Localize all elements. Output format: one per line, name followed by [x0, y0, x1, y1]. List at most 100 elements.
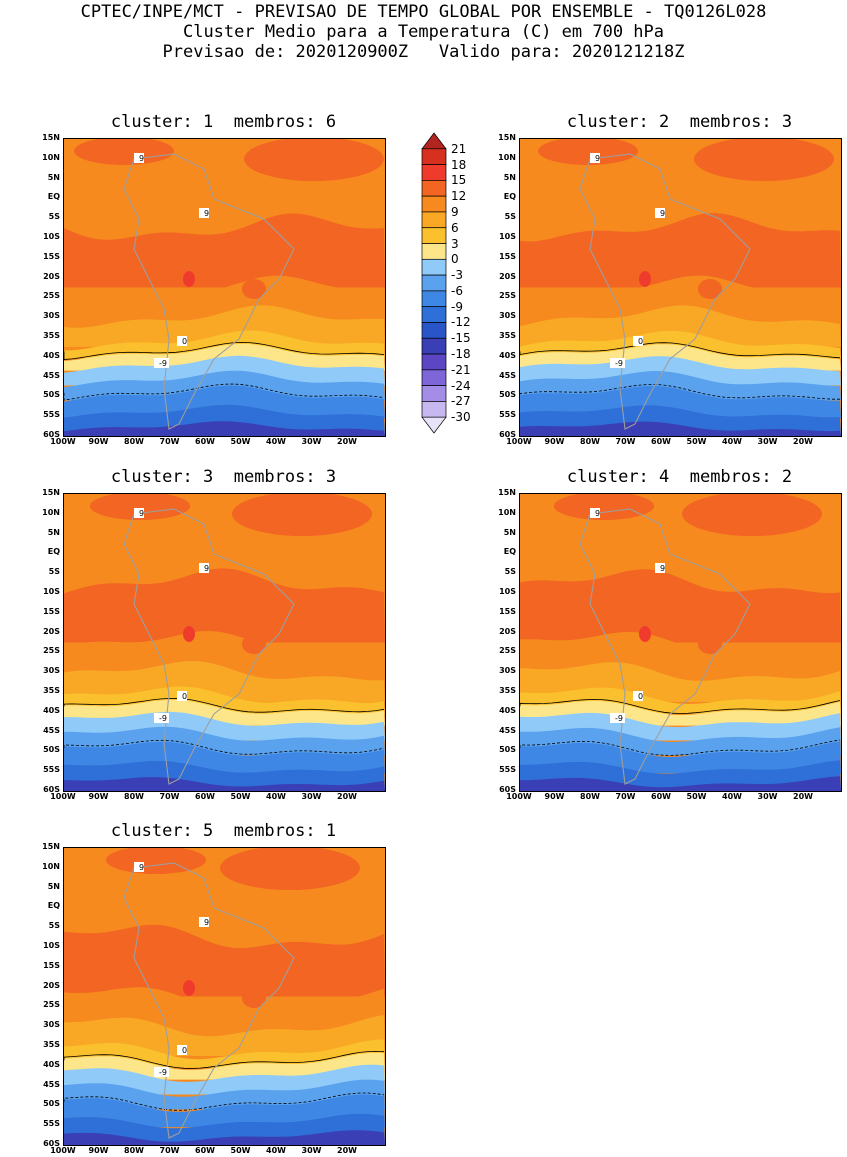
temp-band-6 [520, 305, 841, 347]
lat-tick-label: 10N [42, 507, 60, 517]
lat-tick-label: 10N [42, 861, 60, 871]
lat-tick-label: 45S [499, 370, 516, 380]
lon-tick-label: 30W [301, 1146, 322, 1155]
colorbar-swatch [421, 132, 447, 150]
contour-label-text: 0 [638, 337, 643, 346]
contour-label-0: 0 [177, 336, 187, 346]
lon-tick-label: 90W [544, 792, 565, 801]
warm-patch [90, 494, 190, 520]
lon-tick-label: 50W [230, 792, 251, 801]
contour-label-text: 9 [204, 564, 209, 573]
contour-label-m9: -9 [610, 713, 625, 723]
contour-label-0: 0 [633, 336, 643, 346]
warm-patch [220, 848, 360, 890]
colorbar-swatch [421, 322, 447, 339]
lat-tick-label: 35S [499, 686, 516, 695]
colorbar-swatch [421, 369, 447, 386]
lat-tick-label: 40S [499, 350, 516, 360]
lat-tick-label: 60S [499, 785, 516, 794]
contour-label-text: -9 [159, 1068, 167, 1077]
lat-tick-label: 45S [43, 725, 60, 735]
colorbar-swatch [421, 227, 447, 244]
lat-tick-label: 20S [43, 271, 60, 281]
lat-tick-label: 50S [43, 745, 60, 755]
panel-title-2: cluster: 2 membros: 3 [566, 112, 793, 132]
colorbar-swatch [421, 385, 447, 402]
lat-tick-label: EQ [47, 547, 60, 557]
header-line-3: Previsao de: 2020120900Z Valido para: 20… [162, 42, 685, 62]
contour-label-text: 9 [660, 564, 665, 573]
lon-tick-label: 70W [159, 792, 180, 801]
colorbar-level-label: -30 [451, 410, 471, 425]
lat-tick-label: 40S [43, 350, 60, 360]
lon-tick-label: 50W [230, 1146, 251, 1155]
warm-patch [242, 634, 266, 654]
colorbar-swatch [421, 148, 447, 165]
south-america-outline [123, 862, 295, 1139]
lat-tick-label: 15N [498, 133, 516, 142]
colorbar-level-label: -3 [451, 268, 463, 283]
lat-tick-label: 5N [47, 172, 60, 182]
colorbar-level-label: -6 [451, 283, 463, 298]
lat-tick-label: 35S [499, 331, 516, 340]
lon-tick-label: 70W [615, 792, 636, 801]
lat-tick-label: 10S [499, 232, 516, 241]
lat-tick-label: 20S [499, 271, 516, 281]
contour-label-0: 0 [633, 691, 643, 701]
lon-tick-label: 50W [686, 437, 707, 446]
temp-band-m3 [64, 355, 385, 386]
lat-tick-label: 40S [499, 705, 516, 715]
contour-label-9b: 9 [199, 917, 209, 927]
panel-title-1: cluster: 1 membros: 6 [110, 112, 337, 132]
contour-0 [64, 697, 385, 713]
lon-tick-label: 30W [757, 437, 778, 446]
contour-label-9: 9 [590, 508, 600, 518]
temp-band-m3 [64, 1064, 385, 1095]
temp-band-m18 [64, 1130, 385, 1145]
south-america-outline [123, 153, 295, 430]
lat-tick-label: 35S [43, 1040, 60, 1049]
contour-m9 [520, 739, 841, 756]
contour-label-9: 9 [590, 153, 600, 163]
lon-tick-label: 20W [793, 792, 813, 801]
colorbar-swatch [421, 306, 447, 323]
warm-patch [232, 494, 372, 536]
contour-label-9: 9 [134, 508, 144, 518]
lon-tick-label: 60W [195, 437, 215, 446]
hot-patch [639, 626, 651, 642]
temp-band-m18 [520, 776, 841, 791]
lon-tick-label: 20W [793, 437, 813, 446]
temp-band-m9 [64, 385, 385, 419]
lat-tick-label: 25S [43, 646, 60, 656]
lat-tick-label: EQ [503, 192, 516, 202]
lat-tick-label: 55S [43, 1119, 60, 1129]
lon-tick-label: 80W [580, 792, 600, 801]
colorbar-level-label: 12 [451, 189, 467, 204]
header-line-2: Cluster Medio para a Temperatura (C) em … [182, 22, 665, 42]
colorbar-level-label: 9 [451, 204, 459, 219]
contour-label-text: 0 [638, 692, 643, 701]
contour-label-text: 9 [660, 209, 665, 218]
contour-label-m9: -9 [154, 713, 169, 723]
temp-band-9 [520, 275, 841, 324]
lat-tick-label: 10N [498, 152, 516, 162]
colorbar-level-label: 21 [451, 141, 467, 156]
lat-tick-label: 25S [499, 646, 516, 656]
lon-tick-label: 50W [230, 437, 251, 446]
lat-tick-label: 40S [43, 1059, 60, 1069]
contour-label-text: 9 [595, 154, 600, 163]
colorbar-swatch [421, 337, 447, 355]
lat-tick-label: 15N [42, 133, 60, 142]
lat-tick-label: 35S [43, 331, 60, 340]
lat-tick-label: 60S [43, 785, 60, 794]
colorbar-level-label: -18 [451, 347, 471, 362]
temp-band-6 [64, 1015, 385, 1056]
colorbar [421, 132, 447, 434]
colorbar-swatch [421, 180, 447, 197]
lon-tick-label: 20W [337, 1146, 357, 1155]
warm-patch [698, 279, 722, 299]
hot-patch [183, 626, 195, 642]
panel-title-4: cluster: 4 membros: 2 [566, 467, 793, 487]
south-america-outline [123, 508, 295, 785]
lon-tick-label: 40W [722, 437, 742, 446]
